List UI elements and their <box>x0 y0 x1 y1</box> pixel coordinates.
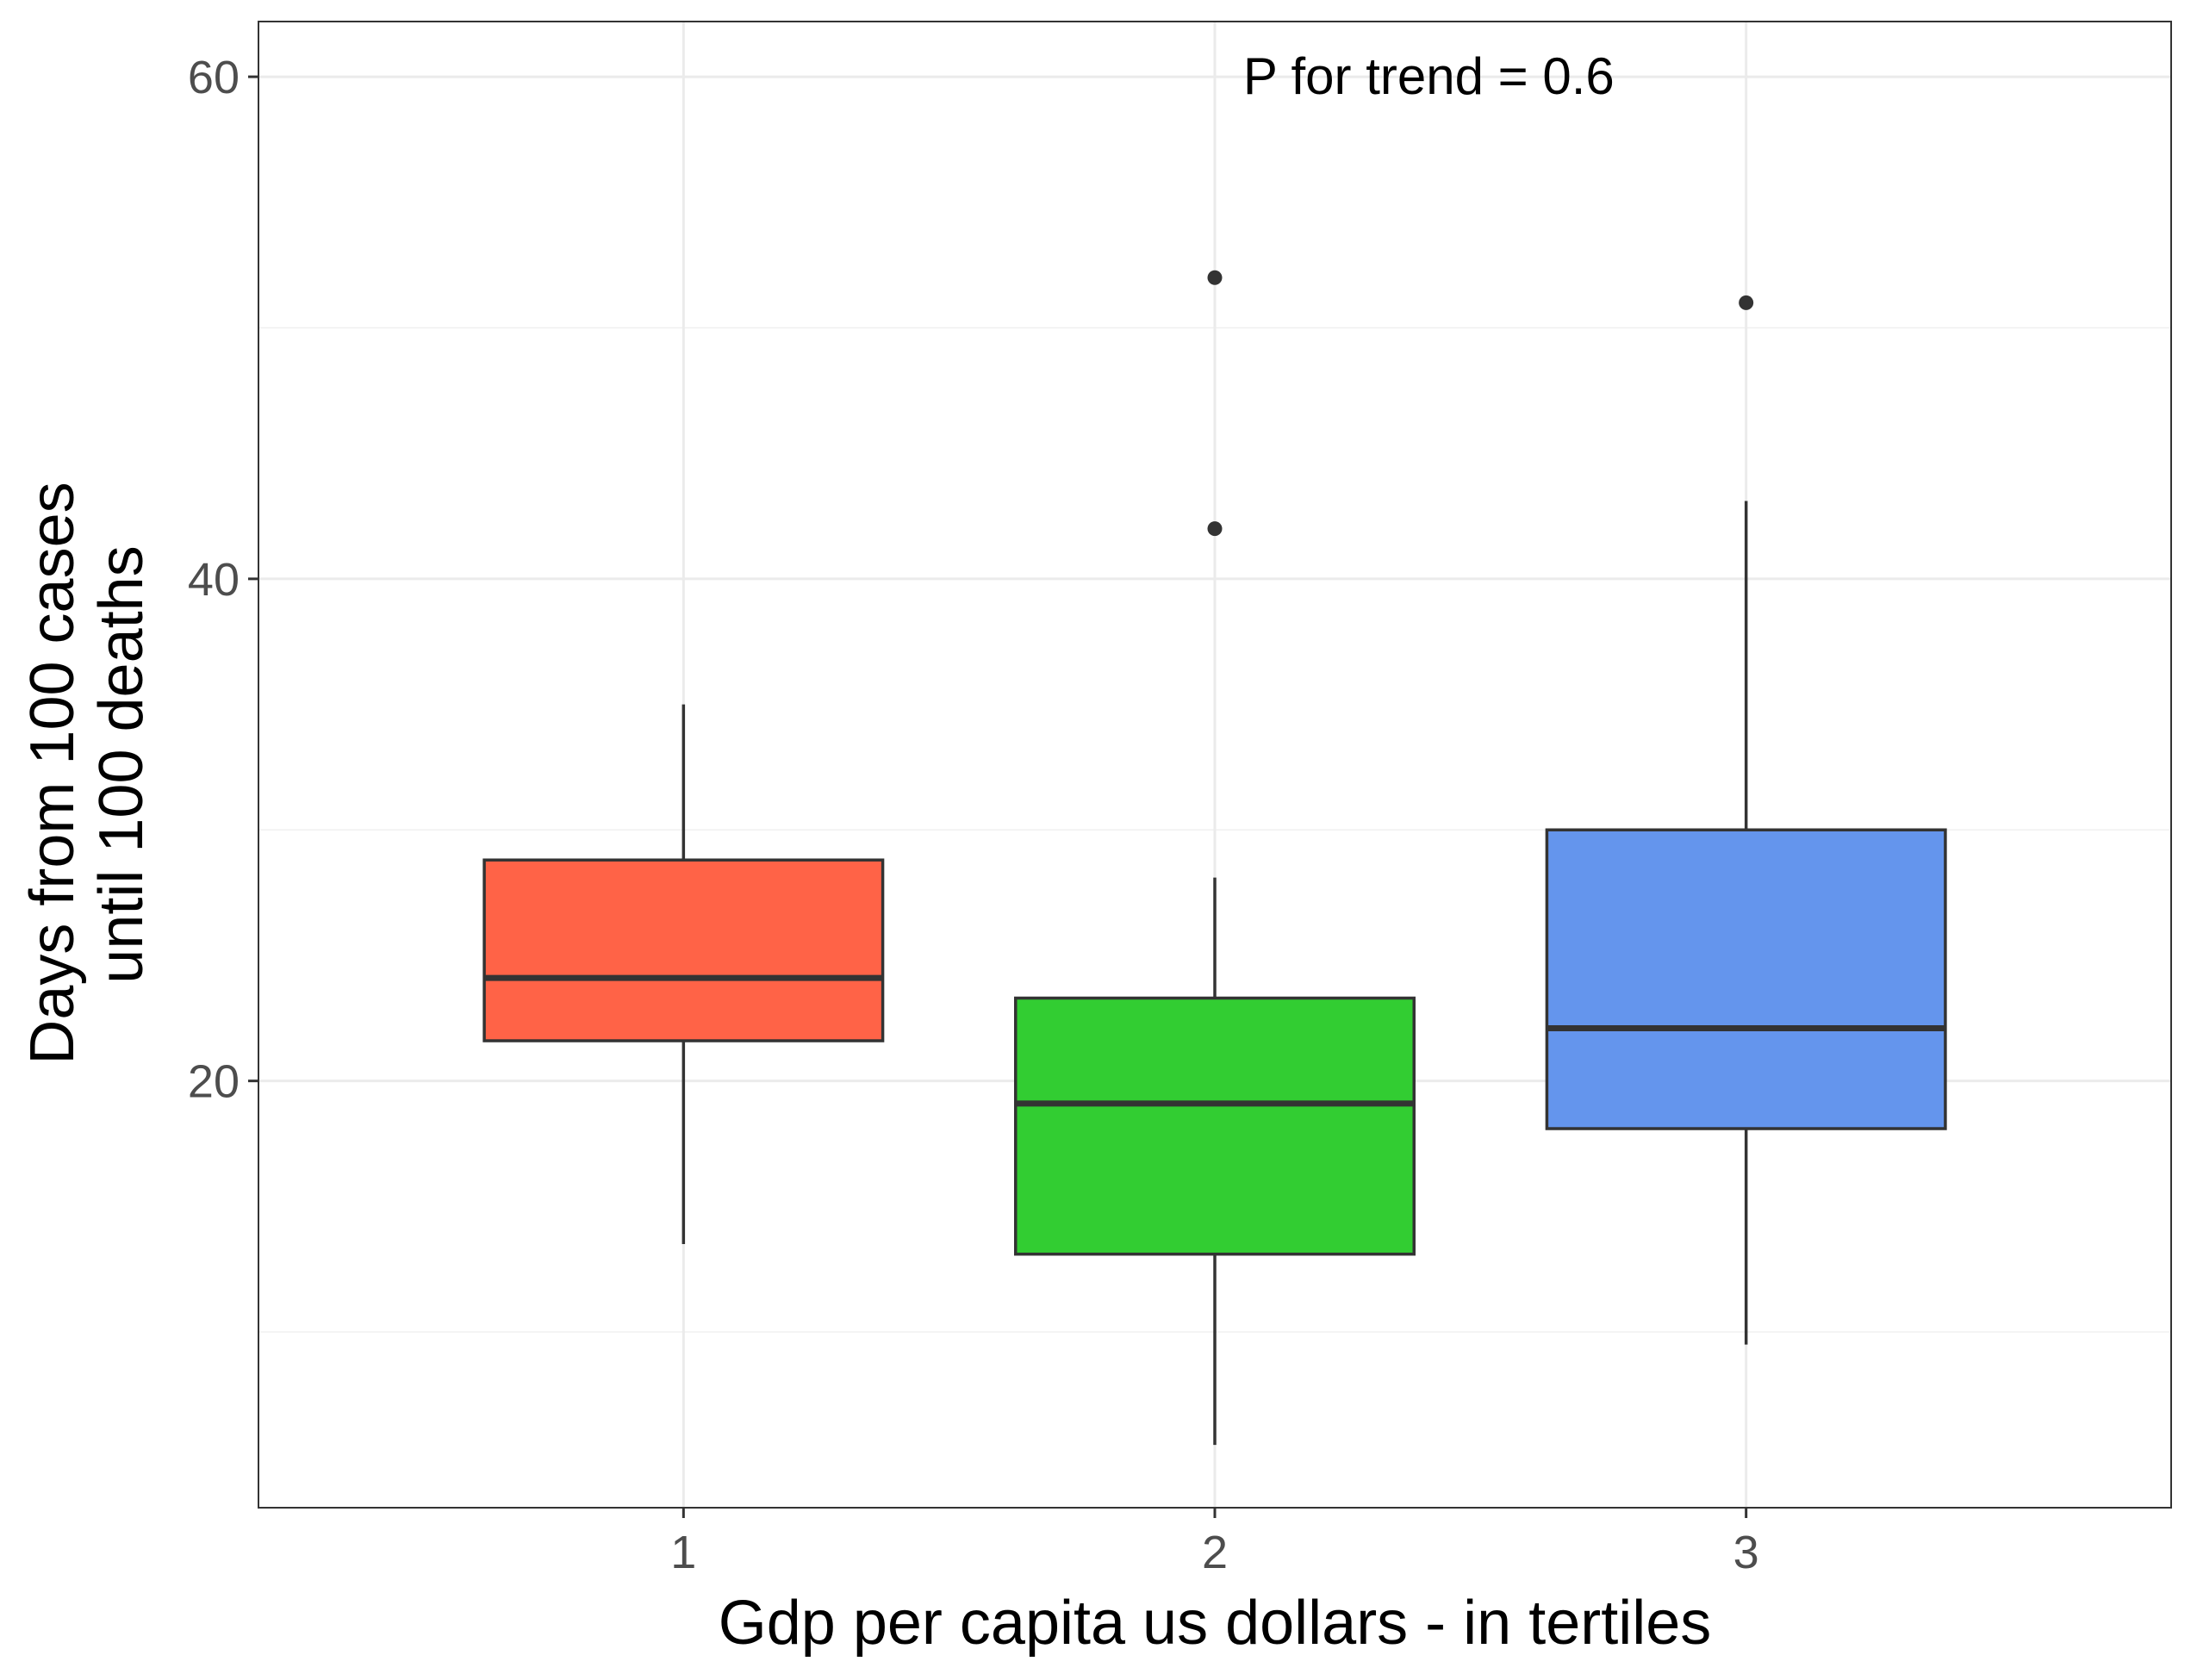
box-1 <box>482 704 885 1245</box>
outlier-point <box>1207 521 1223 537</box>
box-series <box>482 270 1947 1446</box>
y-tick-label: 20 <box>188 1056 240 1108</box>
box-2 <box>1014 270 1416 1446</box>
y-tick-label: 40 <box>188 554 240 606</box>
box-iqr <box>1014 996 1416 1256</box>
x-axis-title: Gdp per capita us dollars - in tertiles <box>719 1589 1712 1658</box>
outlier-point <box>1207 270 1223 285</box>
x-tick-label: 1 <box>670 1527 696 1578</box>
y-axis-title-line-1: Days from 100 cases <box>18 482 87 1064</box>
box-iqr <box>1545 828 1947 1130</box>
outlier-point <box>1739 295 1754 310</box>
x-tick-label: 3 <box>1733 1527 1759 1578</box>
y-axis-title: Days from 100 cases until 100 deaths <box>18 464 156 1064</box>
trend-annotation: P for trend = 0.6 <box>1243 47 1615 105</box>
box-3 <box>1545 295 1947 1345</box>
y-axis-title-line-2: until 100 deaths <box>87 545 156 983</box>
box-iqr <box>482 858 885 1042</box>
x-tick-label: 2 <box>1202 1527 1228 1578</box>
axes: 20 40 60 1 2 3 <box>188 52 1759 1578</box>
y-tick-label: 60 <box>188 52 240 103</box>
